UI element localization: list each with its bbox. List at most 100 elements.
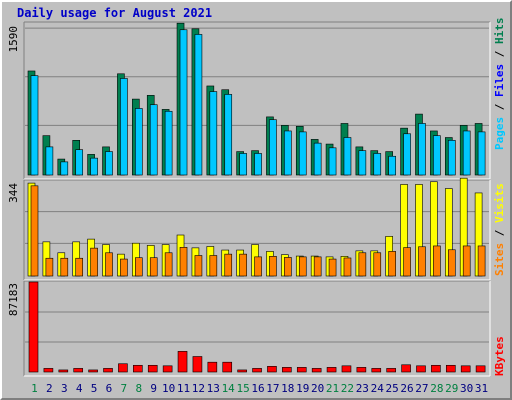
day-label: 15: [236, 382, 249, 395]
legend-kbytes: KBytes: [493, 336, 506, 376]
day-label: 25: [386, 382, 399, 395]
day-label: 11: [177, 382, 190, 395]
sites-bar: [447, 249, 456, 277]
files-bar: [477, 131, 486, 176]
sites-bar: [462, 245, 471, 277]
day-label: 7: [121, 382, 128, 395]
kbytes-bar: [58, 369, 69, 373]
legend-sep: /: [493, 44, 506, 64]
day-label: 8: [135, 382, 142, 395]
kbytes-bar: [147, 364, 158, 373]
kbytes-bar: [311, 368, 322, 373]
day-label: 9: [150, 382, 157, 395]
day-label: 13: [207, 382, 220, 395]
sites-bar: [179, 247, 188, 277]
day-label: 31: [475, 382, 488, 395]
kbytes-max-label: 87183: [7, 283, 20, 316]
kbytes-bar: [267, 366, 277, 373]
files-bar: [149, 104, 158, 176]
kbytes-bar: [43, 368, 54, 373]
kbytes-bar: [386, 368, 396, 373]
day-label: 1: [31, 382, 38, 395]
day-label: 16: [251, 382, 264, 395]
day-label: 10: [162, 382, 175, 395]
sites-bar: [358, 252, 367, 277]
sites-bar: [388, 251, 396, 277]
kbytes-bar: [431, 364, 441, 373]
legend-sep: /: [493, 223, 506, 243]
files-bar: [75, 149, 84, 176]
kbytes-bar: [416, 365, 426, 373]
files-bar: [462, 130, 471, 176]
kbytes-bar: [28, 281, 39, 373]
legend-sites: Sites: [493, 243, 506, 276]
files-bar: [254, 153, 262, 176]
kbytes-panel: [24, 281, 490, 376]
sites-bar: [298, 256, 307, 277]
files-bar: [90, 157, 98, 176]
legend-kbytes: KBytes: [493, 336, 506, 376]
files-bar: [284, 130, 292, 176]
sites-bar: [373, 252, 382, 277]
sites-bar: [239, 253, 247, 277]
files-bar: [343, 137, 352, 176]
files-bar: [120, 78, 128, 176]
sites-bar: [343, 257, 352, 277]
files-bar: [388, 155, 396, 176]
files-bar: [298, 131, 307, 176]
day-label: 4: [76, 382, 83, 395]
legend-hits: Hits: [493, 18, 506, 45]
day-label: 22: [341, 382, 354, 395]
day-label: 27: [415, 382, 428, 395]
files-bar: [373, 153, 382, 176]
files-bar: [60, 161, 69, 176]
sites-bar: [418, 246, 426, 277]
sites-bar: [135, 257, 143, 277]
day-label: 3: [61, 382, 68, 395]
kbytes-bar: [475, 365, 486, 373]
kbytes-bar: [207, 361, 218, 373]
day-label: 28: [430, 382, 443, 395]
sites-bar: [209, 255, 218, 277]
files-bar: [269, 119, 277, 176]
kbytes-bar: [326, 367, 337, 373]
files-bar: [403, 133, 411, 176]
day-label: 2: [46, 382, 53, 395]
kbytes-bar: [103, 368, 113, 373]
legend-pages: Pages: [493, 117, 506, 150]
legend-sep: /: [493, 97, 506, 117]
kbytes-bar: [177, 351, 188, 373]
kbytes-bar: [341, 365, 352, 373]
day-label: 6: [106, 382, 113, 395]
day-label: 23: [356, 382, 369, 395]
legend-visits: Visits: [493, 183, 506, 223]
sites-bar: [90, 247, 98, 277]
sites-bar: [60, 257, 69, 277]
sites-bar: [105, 252, 113, 277]
files-bar: [209, 91, 218, 176]
day-label: 14: [222, 382, 236, 395]
sites-bar: [194, 255, 203, 277]
day-label: 21: [326, 382, 339, 395]
kbytes-bar: [296, 367, 307, 373]
day-label: 18: [281, 382, 294, 395]
kbytes-bar: [162, 365, 173, 373]
hits-max-label: 1590: [7, 26, 20, 53]
sites-bar: [403, 247, 411, 277]
kbytes-bar: [88, 369, 98, 373]
day-label: 20: [311, 382, 324, 395]
files-bar: [239, 153, 247, 176]
files-bar: [313, 142, 322, 176]
day-label: 26: [400, 382, 413, 395]
sites-bar: [45, 257, 54, 277]
kbytes-bar: [460, 365, 471, 373]
sites-bar: [328, 258, 337, 277]
kbytes-bar: [371, 368, 382, 373]
day-label: 24: [371, 382, 385, 395]
day-label: 17: [266, 382, 279, 395]
kbytes-bar: [133, 364, 143, 373]
files-bar: [30, 75, 39, 176]
sites-bar: [75, 257, 84, 277]
